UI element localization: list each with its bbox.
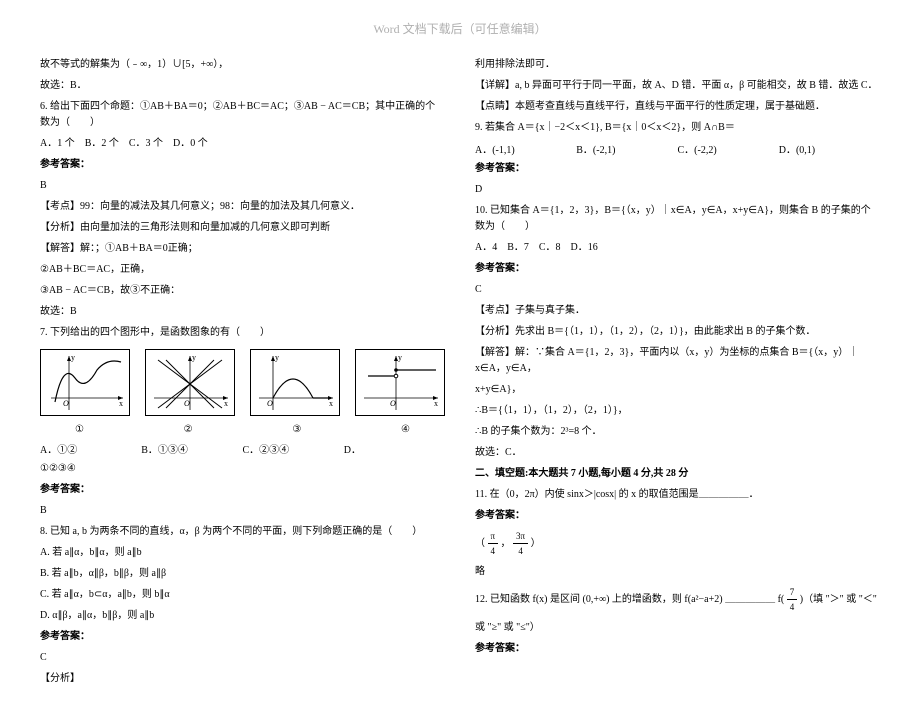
- q7-opt-c: C．②③④: [243, 441, 344, 456]
- svg-text:x: x: [329, 399, 333, 408]
- frac-num: 3π: [513, 529, 528, 544]
- q7-opt-d: D．: [344, 441, 445, 456]
- q8-opt-d: D. α∥β，a∥α，b∥β，则 a∥b: [40, 608, 445, 624]
- graph-1: y x O: [40, 349, 130, 416]
- jieda-6b: ②AB＋BC＝AC，正确，: [40, 262, 445, 278]
- svg-text:x: x: [434, 399, 438, 408]
- frac-num: π: [488, 529, 499, 544]
- right-column: 利用排除法即可． 【详解】a, b 异面可平行于同一平面，故 A、D 错．平面 …: [475, 52, 880, 692]
- svg-text:O: O: [267, 399, 273, 408]
- question-11: 11. 在（0，2π）内使 sinx＞|cosx| 的 x 的取值范围是＿＿＿＿…: [475, 487, 880, 503]
- question-12: 12. 已知函数 f(x) 是区间 (0,+∞) 上的增函数，则 f(a²−a+…: [475, 585, 880, 615]
- question-7: 7. 下列给出的四个图形中，是函数图象的有（ ）: [40, 325, 445, 341]
- svg-text:O: O: [184, 399, 190, 408]
- section-2-title: 二、填空题:本大题共 7 小题,每小题 4 分,共 28 分: [475, 466, 880, 482]
- text-line: 【详解】a, b 异面可平行于同一平面，故 A、D 错．平面 α，β 可能相交，…: [475, 78, 880, 94]
- graph-row: y x O y x O: [40, 349, 445, 416]
- lue: 略: [475, 564, 880, 580]
- jieda-10a: 【解答】解：∵集合 A＝{1，2，3}，平面内以（x，y）为坐标的点集合 B＝{…: [475, 345, 880, 377]
- comma: ，: [501, 538, 511, 549]
- question-10: 10. 已知集合 A＝{1，2，3}，B＝{（x，y）｜x∈A，y∈A，x+y∈…: [475, 203, 880, 235]
- fraction-2: 3π 4: [513, 529, 528, 559]
- q7-opt-b: B．①③④: [141, 441, 242, 456]
- text-line: 【点睛】本题考查直线与直线平行，直线与平面平行的性质定理，属于基础题．: [475, 99, 880, 115]
- q12-text-c: 或 "≥" 或 "≤"）: [475, 620, 880, 636]
- text-line: 故选：B．: [40, 78, 445, 94]
- q7-opt-a: A．①②: [40, 441, 141, 456]
- svg-text:y: y: [71, 353, 75, 362]
- header-note: Word 文档下载后（可任意编辑）: [40, 20, 880, 37]
- gu-6: 故选：B: [40, 304, 445, 320]
- q9-opt-b: B．(-2,1): [576, 141, 677, 156]
- jieda-10b: x+y∈A}，: [475, 382, 880, 398]
- fraction-1: π 4: [488, 529, 499, 559]
- q8-opt-b: B. 若 a∥b，α∥β，b∥β，则 a∥β: [40, 566, 445, 582]
- jieda-10d: ∴B 的子集个数为：2³=8 个．: [475, 424, 880, 440]
- graph-4: y x O: [355, 349, 445, 416]
- q9-opt-c: C．(-2,2): [678, 141, 779, 156]
- frac-num: 7: [787, 585, 798, 600]
- kaodian-6: 【考点】99：向量的减法及其几何意义；98：向量的加法及其几何意义．: [40, 199, 445, 215]
- answer-label: 参考答案：: [40, 157, 445, 173]
- q9-opt-d: D．(0,1): [779, 141, 880, 156]
- graph-num-3: ③: [292, 424, 301, 435]
- paren-open: （: [475, 538, 485, 549]
- paren-close: ）: [531, 538, 541, 549]
- answer-9: D: [475, 182, 880, 198]
- answer-label: 参考答案：: [40, 482, 445, 498]
- q7-options: A．①② B．①③④ C．②③④ D．: [40, 441, 445, 456]
- gu-10: 故选：C．: [475, 445, 880, 461]
- answer-label: 参考答案：: [475, 261, 880, 277]
- svg-text:O: O: [390, 399, 396, 408]
- answer-10: C: [475, 282, 880, 298]
- answer-7: B: [40, 503, 445, 519]
- graph-num-4: ④: [401, 424, 410, 435]
- question-9: 9. 若集合 A＝{x｜−2＜x＜1}, B＝{x｜0＜x＜2}，则 A∩B＝: [475, 120, 880, 136]
- two-column-layout: 故不等式的解集为（﹣∞，1）∪[5，+∞）， 故选：B． 6. 给出下面四个命题…: [40, 52, 880, 692]
- graph-2: y x O: [145, 349, 235, 416]
- answer-label: 参考答案：: [475, 641, 880, 657]
- graph-num-2: ②: [184, 424, 193, 435]
- svg-text:y: y: [275, 353, 279, 362]
- svg-text:x: x: [119, 399, 123, 408]
- answer-6: B: [40, 178, 445, 194]
- q9-options: A．(-1,1) B．(-2,1) C．(-2,2) D．(0,1): [475, 141, 880, 156]
- frac-den: 4: [513, 544, 528, 558]
- q12-text-a: 12. 已知函数 f(x) 是区间 (0,+∞) 上的增函数，则 f(a²−a+…: [475, 594, 784, 605]
- jieda-10c: ∴B＝{（1，1），（1，2），（2，1）}，: [475, 403, 880, 419]
- graph-num-1: ①: [75, 424, 84, 435]
- text-line: 利用排除法即可．: [475, 57, 880, 73]
- answer-11: （ π 4 ， 3π 4 ）: [475, 529, 880, 559]
- graph-number-labels: ① ② ③ ④: [40, 424, 445, 435]
- frac-den: 4: [488, 544, 499, 558]
- fraction-q12: 7 4: [787, 585, 798, 615]
- answer-label: 参考答案：: [40, 629, 445, 645]
- q12-text-b: )（填 "＞" 或 "＜": [800, 594, 877, 605]
- frac-den: 4: [787, 600, 798, 614]
- q10-options: A．4 B．7 C．8 D．16: [475, 240, 880, 256]
- left-column: 故不等式的解集为（﹣∞，1）∪[5，+∞）， 故选：B． 6. 给出下面四个命题…: [40, 52, 445, 692]
- jieda-6c: ③AB − AC＝CB，故③不正确：: [40, 283, 445, 299]
- answer-8: C: [40, 650, 445, 666]
- q7-opt-d2: ①②③④: [40, 461, 445, 477]
- graph-3: y x O: [250, 349, 340, 416]
- jieda-6a: 【解答】解：；①AB＋BA＝0正确；: [40, 241, 445, 257]
- q8-opt-c: C. 若 a∥α，b⊂α，a∥b，则 b∥α: [40, 587, 445, 603]
- svg-text:y: y: [192, 353, 196, 362]
- q9-opt-a: A．(-1,1): [475, 141, 576, 156]
- fenxi-8: 【分析】: [40, 671, 445, 687]
- fenxi-10: 【分析】先求出 B＝{（1，1），（1，2），（2，1）}，由此能求出 B 的子…: [475, 324, 880, 340]
- question-8: 8. 已知 a, b 为两条不同的直线，α，β 为两个不同的平面，则下列命题正确…: [40, 524, 445, 540]
- kaodian-10: 【考点】子集与真子集．: [475, 303, 880, 319]
- answer-label: 参考答案：: [475, 161, 880, 177]
- q6-options: A．1 个 B．2 个 C．3 个 D．0 个: [40, 136, 445, 152]
- question-6: 6. 给出下面四个命题：①AB＋BA＝0；②AB＋BC＝AC；③AB − AC＝…: [40, 99, 445, 131]
- answer-label: 参考答案：: [475, 508, 880, 524]
- fenxi-6: 【分析】由向量加法的三角形法则和向量加减的几何意义即可判断: [40, 220, 445, 236]
- text-line: 故不等式的解集为（﹣∞，1）∪[5，+∞），: [40, 57, 445, 73]
- q8-opt-a: A. 若 a∥α，b∥α，则 a∥b: [40, 545, 445, 561]
- svg-text:y: y: [398, 353, 402, 362]
- svg-text:x: x: [224, 399, 228, 408]
- svg-text:O: O: [63, 399, 69, 408]
